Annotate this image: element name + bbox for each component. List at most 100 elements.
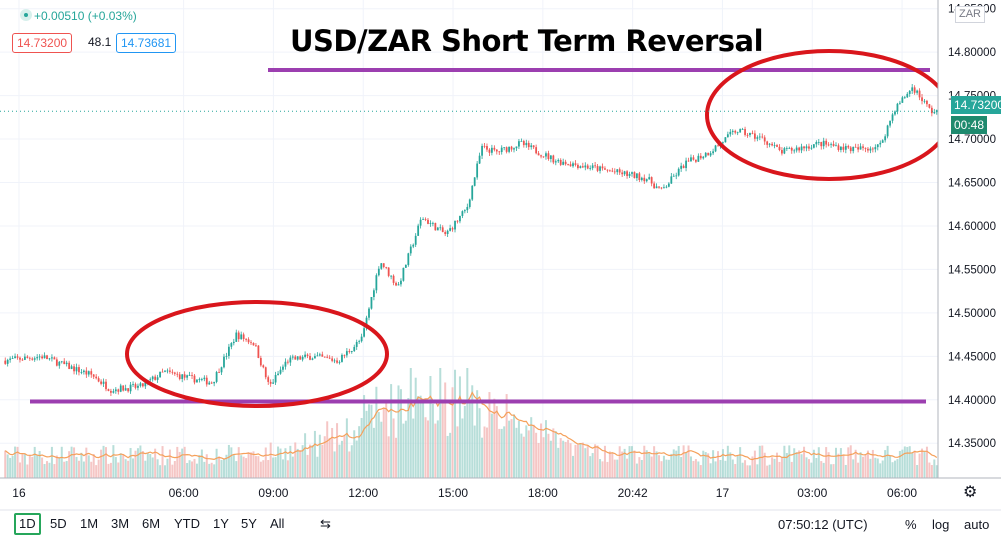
- timeframe-ytd[interactable]: YTD: [174, 516, 200, 531]
- volume-bar: [660, 461, 663, 478]
- candle-body: [358, 341, 361, 343]
- timeframe-3m[interactable]: 3M: [111, 516, 130, 531]
- candle-body: [355, 342, 358, 347]
- candle-body: [151, 376, 154, 380]
- volume-bar: [122, 454, 125, 478]
- candle-body: [400, 280, 402, 285]
- candle-body: [540, 155, 542, 157]
- candle-body: [707, 152, 710, 156]
- candle-body: [606, 169, 609, 171]
- candle-body: [751, 132, 754, 134]
- candle-body: [513, 148, 515, 150]
- candle-body: [424, 219, 427, 220]
- candle-body: [731, 130, 734, 132]
- y-tick-label: 14.35000: [948, 438, 996, 450]
- candle-body: [53, 357, 56, 360]
- live-indicator-icon: [20, 9, 32, 21]
- volume-bar: [392, 418, 395, 478]
- volume-bar: [864, 454, 867, 478]
- volume-bar: [748, 465, 751, 478]
- candle-body: [864, 147, 867, 149]
- candle-body: [38, 356, 41, 358]
- bid-price-box[interactable]: 14.73200: [12, 33, 73, 53]
- volume-bar: [508, 420, 511, 478]
- volume-bar: [820, 461, 823, 478]
- candle-body: [345, 351, 348, 356]
- volume-bar: [493, 398, 496, 478]
- candle-body: [586, 165, 589, 169]
- volume-bar: [422, 400, 425, 478]
- percent-toggle[interactable]: %: [905, 517, 917, 532]
- candle-body: [33, 358, 36, 360]
- volume-bar: [825, 447, 828, 478]
- volume-bar: [407, 398, 410, 478]
- candle-body: [429, 223, 432, 224]
- volume-bar: [881, 460, 884, 478]
- volume-bar: [901, 449, 904, 478]
- candle-body: [800, 146, 803, 151]
- volume-bar: [144, 460, 147, 478]
- volume-bar: [572, 455, 575, 478]
- candle-body: [173, 372, 176, 374]
- timeframe-1y[interactable]: 1Y: [213, 516, 229, 531]
- volume-bar: [702, 450, 705, 478]
- ask-price-box[interactable]: 14.73681: [116, 33, 177, 53]
- settings-gear-icon[interactable]: ⚙: [963, 484, 978, 501]
- auto-toggle[interactable]: auto: [964, 517, 990, 532]
- volume-bar: [591, 453, 594, 478]
- timeframe-1d[interactable]: 1D: [14, 513, 41, 535]
- volume-bar: [468, 403, 471, 478]
- volume-bar: [876, 458, 879, 478]
- volume-bar: [724, 460, 727, 478]
- candle-body: [542, 156, 545, 158]
- candle-body: [311, 358, 314, 360]
- timeframe-1m[interactable]: 1M: [80, 516, 99, 531]
- last-price-tag: 14.73200: [951, 96, 1001, 114]
- candle-body: [213, 381, 216, 384]
- volume-bar: [109, 462, 112, 478]
- volume-bar: [50, 446, 53, 478]
- timeframe-6m[interactable]: 6M: [142, 516, 161, 531]
- volume-bar: [921, 448, 924, 478]
- candle-body: [139, 383, 142, 386]
- utc-clock[interactable]: 07:50:12 (UTC): [778, 517, 868, 532]
- candle-body: [314, 356, 316, 359]
- date-range-icon[interactable]: ⇆: [320, 516, 331, 531]
- candle-body: [451, 228, 454, 230]
- volume-bar: [530, 417, 533, 478]
- candle-body: [663, 187, 665, 189]
- volume-bar: [431, 403, 434, 478]
- currency-badge[interactable]: ZAR: [955, 6, 985, 23]
- volume-bar: [154, 448, 157, 478]
- candle-body: [891, 114, 894, 121]
- volume-bar: [105, 447, 108, 478]
- volume-bar: [146, 452, 149, 478]
- volume-bar: [218, 456, 221, 478]
- candle-body: [353, 346, 356, 352]
- volume-bar: [313, 430, 316, 478]
- volume-bar: [254, 456, 257, 478]
- volume-bar: [476, 390, 479, 478]
- candle-body: [68, 362, 71, 369]
- timeframe-5d[interactable]: 5D: [50, 516, 67, 531]
- volume-bar: [879, 463, 882, 478]
- timeframe-all[interactable]: All: [270, 516, 285, 531]
- candle-body: [471, 185, 474, 200]
- candle-body: [790, 147, 793, 151]
- candle-body: [736, 132, 739, 134]
- candle-body: [515, 146, 518, 149]
- volume-bar: [85, 447, 88, 478]
- volume-bar: [235, 461, 238, 478]
- volume-bar: [382, 408, 385, 478]
- volume-bar: [817, 447, 820, 478]
- volume-bar: [599, 459, 602, 478]
- candle-body: [242, 334, 245, 339]
- log-toggle[interactable]: log: [932, 517, 950, 532]
- volume-bar: [279, 448, 282, 478]
- candle-body: [26, 356, 29, 358]
- timeframe-5y[interactable]: 5Y: [241, 516, 257, 531]
- volume-bar: [340, 440, 343, 478]
- candle-body: [60, 361, 63, 363]
- candle-body: [825, 140, 828, 145]
